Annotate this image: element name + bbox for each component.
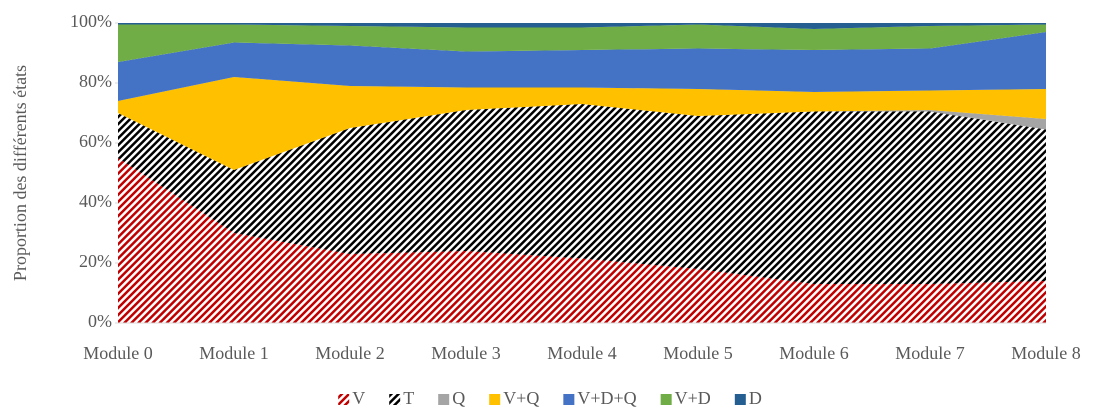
legend-label: V+Q	[503, 388, 539, 408]
legend-swatch	[563, 394, 575, 405]
y-tick-label: 60%	[79, 131, 112, 151]
y-tick-label: 80%	[79, 71, 112, 91]
legend-label: V	[352, 388, 365, 408]
area	[118, 77, 1046, 170]
area	[118, 158, 1046, 323]
legend-swatch	[489, 394, 501, 405]
x-tick-label: Module 4	[547, 343, 617, 363]
legend-swatch	[734, 394, 746, 405]
area	[118, 23, 1046, 29]
legend-label: Q	[452, 388, 465, 408]
legend-swatch	[660, 394, 672, 405]
x-tick-label: Module 8	[1011, 343, 1081, 363]
x-tick-label: Module 5	[663, 343, 733, 363]
y-tick-label: 40%	[79, 191, 112, 211]
area	[118, 104, 1046, 284]
legend-swatch	[438, 394, 450, 405]
y-tick-label: 20%	[79, 251, 112, 271]
legend: V T Q V+Q V+D+Q V+D D	[338, 388, 762, 408]
legend-label: V+D	[675, 388, 711, 408]
area	[118, 24, 1046, 62]
legend-label: D	[749, 388, 762, 408]
x-tick-label: Module 6	[779, 343, 849, 363]
x-tick-label: Module 3	[431, 343, 501, 363]
legend-label: T	[403, 388, 414, 408]
y-axis-label: Proportion des différents états	[10, 65, 30, 281]
legend-swatch	[389, 394, 401, 405]
x-tick-label: Module 7	[895, 343, 965, 363]
y-tick-label: 100%	[70, 11, 112, 31]
x-tick-label: Module 0	[83, 343, 153, 363]
legend-swatch	[338, 394, 350, 405]
x-tick-label: Module 2	[315, 343, 385, 363]
y-tick-label: 0%	[88, 311, 112, 331]
legend-label: V+D+Q	[577, 388, 636, 408]
area	[118, 32, 1046, 101]
x-tick-label: Module 1	[199, 343, 269, 363]
